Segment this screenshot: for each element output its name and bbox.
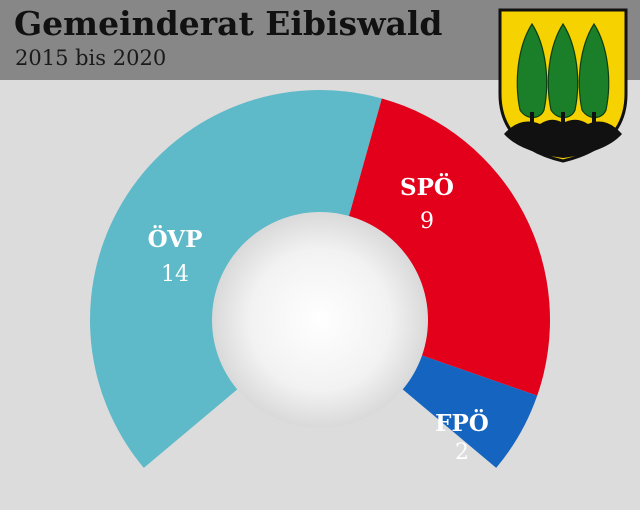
slice-label-FPÖ: FPÖ [435, 409, 489, 437]
donut-hole [212, 212, 428, 428]
slice-ÖVP [89, 89, 382, 468]
slice-label-SPÖ: SPÖ [400, 173, 454, 201]
slice-value-SPÖ: 9 [420, 209, 434, 234]
slice-value-FPÖ: 2 [455, 440, 469, 465]
chart-title: Gemeinderat Eibiswald [14, 4, 443, 43]
coat-of-arms-icon [498, 8, 628, 163]
slice-FPÖ [396, 352, 538, 468]
slice-value-ÖVP: 14 [161, 262, 189, 287]
slice-label-ÖVP: ÖVP [148, 225, 203, 253]
chart-subtitle: 2015 bis 2020 [15, 46, 167, 70]
slice-SPÖ [346, 98, 550, 396]
